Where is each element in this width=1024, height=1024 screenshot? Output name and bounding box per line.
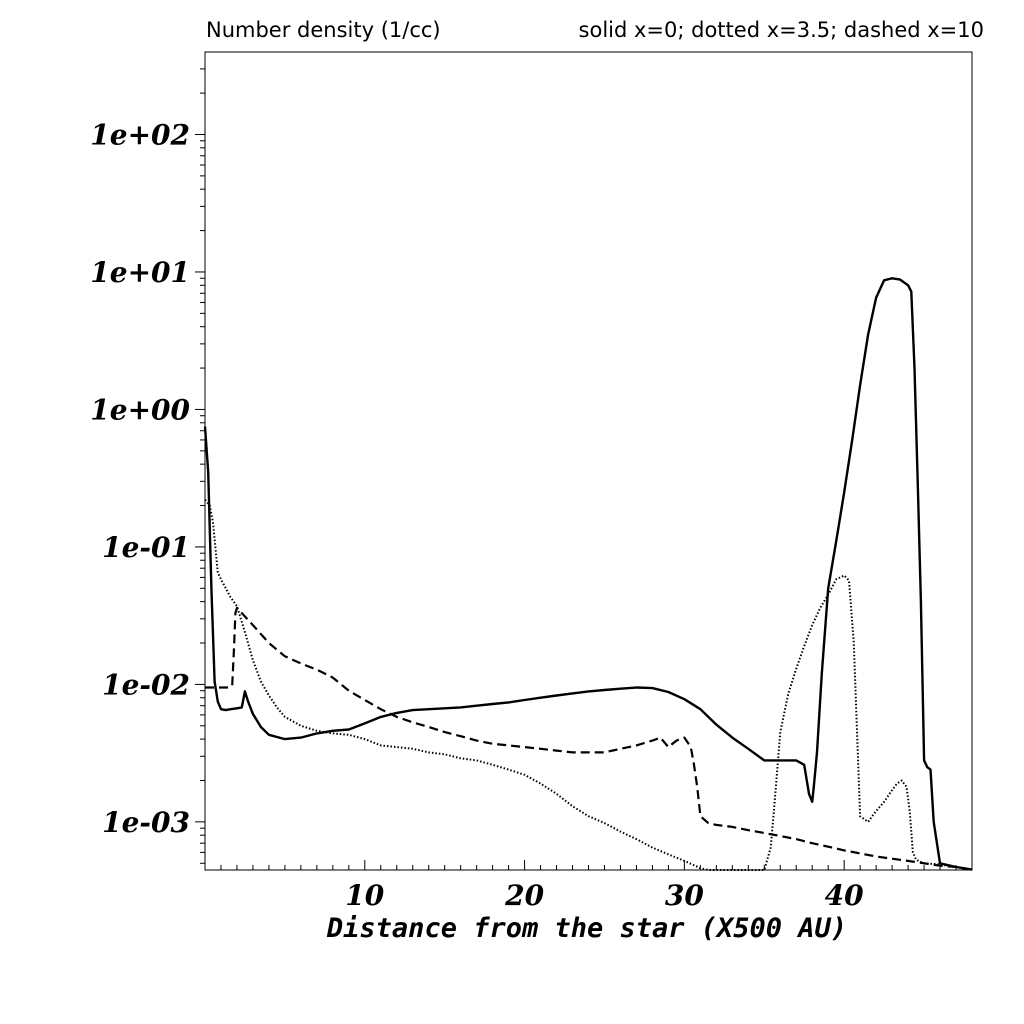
series-group	[203, 277, 973, 871]
x-tick-label: 10	[345, 879, 384, 912]
x-axis-label: Distance from the star (X500 AU)	[326, 913, 847, 944]
chart-title: Number density (1/cc)	[206, 18, 441, 42]
series-line-solid	[203, 277, 973, 871]
y-tick-label: 1e-03	[102, 806, 190, 839]
x-axis: 10 20 30 40	[220, 860, 973, 912]
y-tick-label: 1e-01	[102, 531, 190, 564]
y-axis: 1e-03 1e-02 1e-01 1e+00 1e+01 1e+02	[90, 118, 205, 839]
y-tick-label: 1e+01	[90, 256, 190, 289]
x-tick-label: 30	[665, 879, 704, 912]
x-tick-label: 20	[504, 879, 544, 912]
x-tick-label: 40	[825, 879, 864, 912]
series-line-dotted	[204, 499, 973, 871]
y-minor-ticks	[200, 68, 205, 864]
chart-legend-note: solid x=0; dotted x=3.5; dashed x=10	[579, 18, 984, 42]
y-tick-label: 1e+00	[90, 393, 190, 426]
series-line-dashed	[205, 606, 973, 871]
y-tick-label: 1e-02	[102, 668, 190, 701]
y-tick-label: 1e+02	[90, 118, 190, 151]
